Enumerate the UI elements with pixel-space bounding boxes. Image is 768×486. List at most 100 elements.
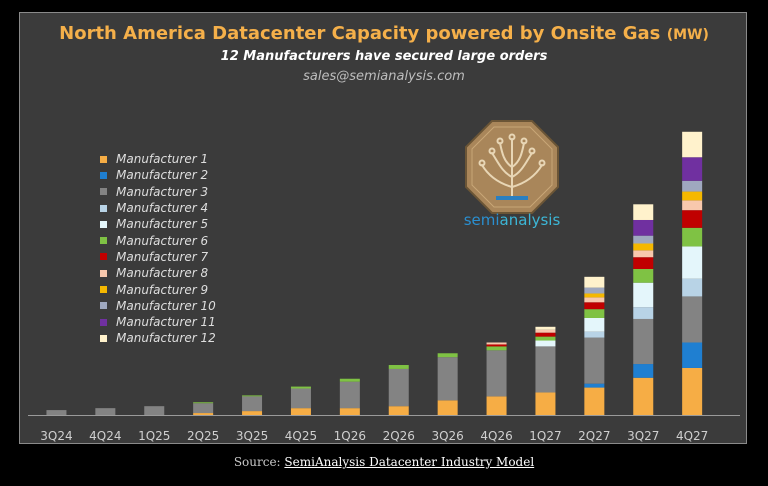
bar-segment-4Q27-m11	[682, 157, 703, 181]
bar-segment-2Q27-m3	[584, 337, 605, 384]
bar-segment-3Q27-m7	[633, 257, 654, 269]
legend-item-m11: Manufacturer 11	[100, 314, 216, 330]
bar-segment-3Q27-m12	[633, 204, 654, 220]
bar-segment-4Q27-m12	[682, 131, 703, 158]
bar-segment-2Q27-m1	[584, 387, 605, 415]
bar-stack-4Q24	[95, 408, 116, 415]
legend-item-m6: Manufacturer 6	[100, 232, 216, 248]
bar-segment-4Q25-m3	[290, 388, 311, 409]
bar-segment-3Q27-m8	[633, 250, 654, 258]
bar-segment-2Q25-m3	[193, 403, 214, 414]
bar-segment-3Q27-m4	[633, 307, 654, 319]
bar-stack-2Q25	[193, 402, 214, 415]
x-tick-label: 1Q27	[529, 429, 561, 443]
bar-segment-4Q27-m9	[682, 191, 703, 201]
bar-segment-2Q27-m4	[584, 331, 605, 338]
bar-segment-3Q27-m11	[633, 219, 654, 236]
legend-swatch	[100, 220, 107, 228]
chart-title-unit: (MW)	[666, 27, 709, 43]
chart-title-text: North America Datacenter Capacity powere…	[59, 23, 661, 44]
legend-item-m5: Manufacturer 5	[100, 216, 216, 232]
legend-item-m4: Manufacturer 4	[100, 200, 216, 216]
chart-subtitle: 12 Manufacturers have secured large orde…	[220, 49, 548, 64]
bar-segment-2Q27-m9	[584, 293, 605, 298]
legend-swatch	[100, 204, 107, 212]
bar-segment-1Q25-m3	[144, 406, 165, 415]
bar-stack-3Q27	[633, 204, 654, 415]
legend-label: Manufacturer 8	[116, 266, 209, 281]
x-tick-label: 3Q25	[236, 429, 268, 443]
legend-swatch	[100, 286, 107, 294]
chart-frame: 3Q24 4Q24 1Q25 2Q25 3Q25 4Q25 1Q26 2Q26 3Q26 4Q26…	[19, 12, 747, 444]
legend-swatch	[100, 253, 107, 261]
bar-segment-4Q27-m2	[682, 342, 703, 368]
bar-segment-2Q27-m6	[584, 309, 605, 318]
legend-label: Manufacturer 12	[116, 331, 216, 346]
source-prefix: Source:	[233, 455, 285, 469]
bar-stack-3Q26	[437, 353, 458, 415]
bar-segment-4Q25-m1	[290, 408, 311, 415]
legend-label: Manufacturer 11	[116, 315, 216, 330]
x-tick-label: 2Q25	[187, 429, 219, 443]
bar-segment-3Q27-m6	[633, 268, 654, 283]
bar-stack-4Q26	[486, 342, 507, 415]
bar-segment-1Q27-m6	[535, 336, 556, 341]
bar-segment-2Q27-m12	[584, 276, 605, 288]
bar-segment-4Q26-m6	[486, 346, 507, 351]
bar-segment-1Q26-m1	[339, 408, 360, 415]
bar-segment-1Q27-m1	[535, 392, 556, 415]
bar-stack-4Q25	[290, 386, 311, 415]
bar-segment-3Q26-m3	[437, 357, 458, 401]
bar-segment-1Q27-m7	[535, 332, 556, 337]
bar-segment-2Q26-m3	[388, 368, 409, 407]
bar-stack-3Q24	[46, 410, 67, 415]
legend-item-m12: Manufacturer 12	[100, 330, 216, 346]
source-link[interactable]: SemiAnalysis Datacenter Industry Model	[284, 455, 535, 469]
chart-plot: 3Q24 4Q24 1Q25 2Q25 3Q25 4Q25 1Q26 2Q26 3Q26 4Q26…	[28, 131, 740, 443]
legend-swatch	[100, 334, 107, 342]
bar-segment-4Q27-m8	[682, 200, 703, 211]
bar-segment-4Q27-m4	[682, 278, 703, 297]
bar-segment-3Q26-m1	[437, 400, 458, 415]
svg-text:semianalysis: semianalysis	[464, 211, 561, 229]
legend-label: Manufacturer 3	[116, 184, 209, 199]
legend-swatch	[100, 237, 107, 245]
bar-segment-3Q27-m1	[633, 377, 654, 415]
bar-segment-3Q27-m9	[633, 243, 654, 251]
x-tick-label: 4Q24	[89, 429, 121, 443]
bar-stack-3Q25	[242, 395, 263, 415]
legend-item-m1: Manufacturer 1	[100, 151, 216, 167]
legend-swatch	[100, 155, 107, 163]
bar-segment-4Q26-m1	[486, 396, 507, 415]
x-tick-label: 1Q25	[138, 429, 170, 443]
legend-label: Manufacturer 4	[116, 201, 209, 216]
bar-stack-1Q26	[339, 378, 360, 415]
bar-stack-1Q25	[144, 406, 165, 415]
x-tick-label: 4Q27	[676, 429, 708, 443]
bar-segment-3Q25-m3	[242, 396, 263, 412]
legend-label: Manufacturer 1	[116, 152, 209, 167]
bar-stack-2Q26	[388, 365, 409, 415]
legend-item-m2: Manufacturer 2	[100, 167, 216, 183]
legend-item-m9: Manufacturer 9	[100, 281, 216, 297]
bar-segment-3Q25-m6	[242, 395, 263, 397]
bar-segment-2Q26-m1	[388, 406, 409, 415]
bar-segment-4Q27-m10	[682, 180, 703, 192]
bar-segment-1Q27-m8	[535, 329, 556, 333]
legend-label: Manufacturer 10	[116, 298, 216, 313]
bar-segment-2Q25-m1	[193, 413, 214, 415]
legend-label: Manufacturer 5	[116, 217, 209, 232]
legend-item-m8: Manufacturer 8	[100, 265, 216, 281]
legend-item-m10: Manufacturer 10	[100, 298, 216, 314]
bar-segment-4Q27-m3	[682, 296, 703, 343]
legend-label: Manufacturer 6	[116, 233, 209, 248]
legend-item-m7: Manufacturer 7	[100, 249, 216, 265]
bar-segment-2Q25-m6	[193, 402, 214, 404]
x-tick-label: 4Q25	[285, 429, 317, 443]
legend-label: Manufacturer 7	[116, 249, 209, 264]
legend-swatch	[100, 188, 107, 196]
bar-segment-3Q27-m3	[633, 318, 654, 365]
x-tick-label: 2Q26	[383, 429, 415, 443]
legend-swatch	[100, 171, 107, 179]
bar-segment-1Q26-m6	[339, 378, 360, 382]
